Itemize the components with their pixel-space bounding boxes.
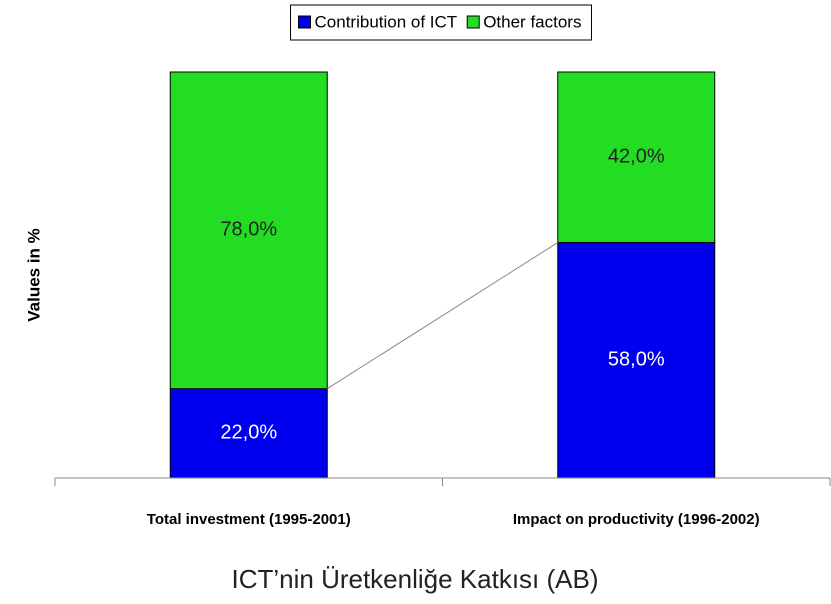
y-axis-label: Values in % — [24, 228, 43, 322]
data-label: 78,0% — [220, 219, 277, 241]
series-line — [326, 242, 559, 390]
x-tick-label: Impact on productivity (1996-2002) — [513, 511, 760, 528]
data-label: 22,0% — [220, 422, 277, 444]
bar-segment — [169, 388, 328, 479]
data-label: 42,0% — [608, 146, 665, 168]
legend-swatch — [298, 15, 312, 29]
data-label: 58,0% — [608, 349, 665, 371]
bar-segment — [169, 71, 328, 390]
legend-label: Other factors — [483, 12, 581, 31]
bar-segment — [557, 71, 716, 244]
legend-box — [290, 4, 592, 41]
legend-swatch — [466, 15, 480, 29]
x-tick-label: Total investment (1995-2001) — [147, 511, 351, 528]
bar-segment — [557, 242, 716, 479]
legend-label: Contribution of ICT — [315, 12, 458, 31]
chart-title: ICT’nin Üretkenliğe Katkısı (AB) — [231, 564, 598, 594]
